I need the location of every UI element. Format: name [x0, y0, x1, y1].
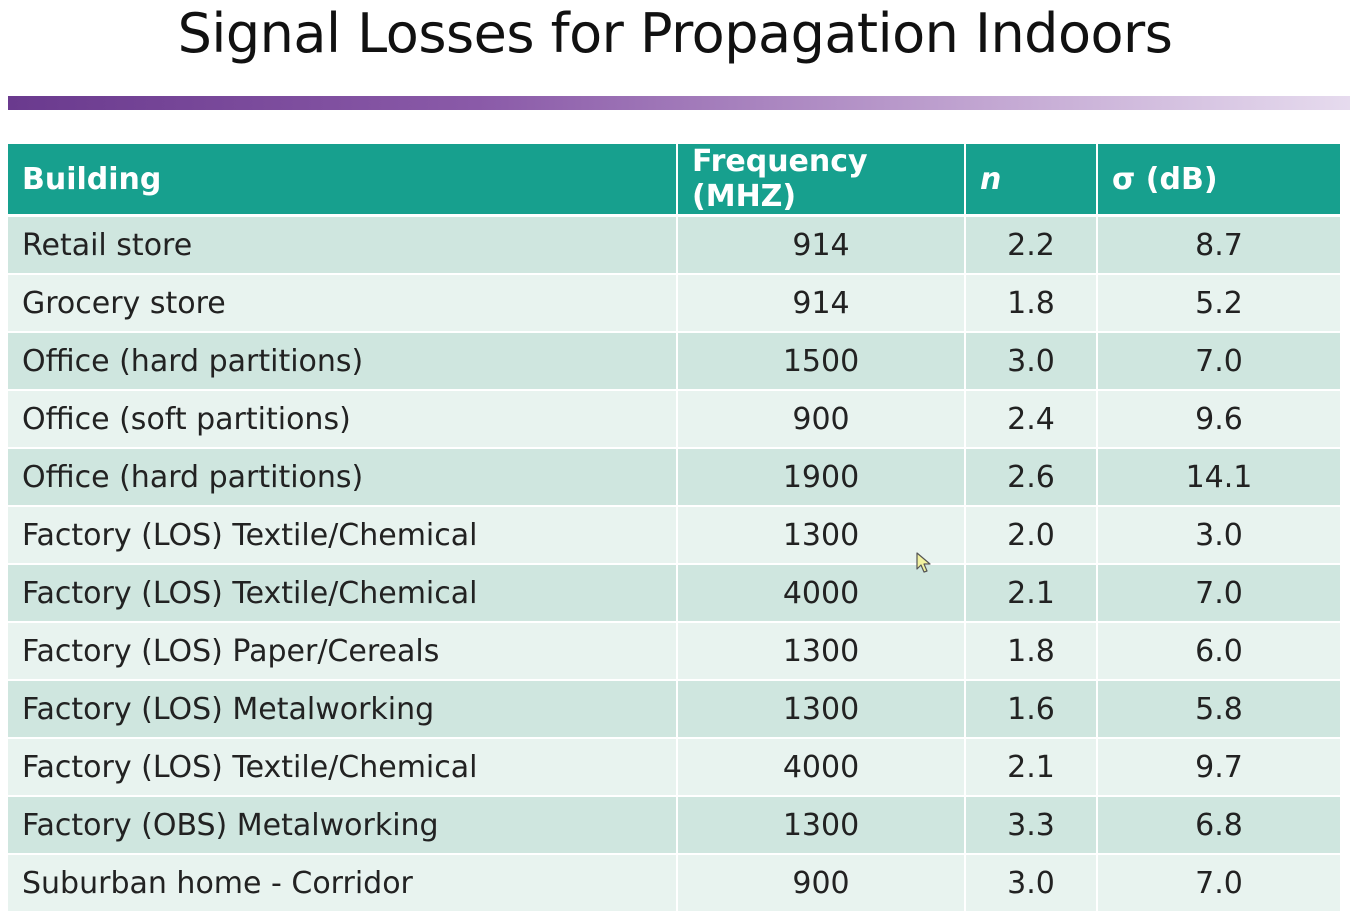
cell-frequency: 1300	[678, 623, 966, 681]
cell-n: 1.8	[966, 623, 1098, 681]
cell-building: Factory (LOS) Textile/Chemical	[8, 565, 678, 623]
table-row: Factory (LOS) Textile/Chemical 4000 2.1 9.7	[8, 739, 1340, 797]
cell-n: 3.3	[966, 797, 1098, 855]
cell-building: Office (hard partitions)	[8, 449, 678, 507]
cell-n: 3.0	[966, 333, 1098, 391]
cell-frequency: 4000	[678, 565, 966, 623]
cell-frequency: 4000	[678, 739, 966, 797]
table-row: Factory (LOS) Paper/Cereals 1300 1.8 6.0	[8, 623, 1340, 681]
table-row: Office (hard partitions) 1900 2.6 14.1	[8, 449, 1340, 507]
cell-building: Factory (OBS) Metalworking	[8, 797, 678, 855]
cell-n: 2.4	[966, 391, 1098, 449]
cell-n: 3.0	[966, 855, 1098, 912]
cell-frequency: 1300	[678, 797, 966, 855]
cell-n: 2.1	[966, 739, 1098, 797]
cell-building: Factory (LOS) Textile/Chemical	[8, 507, 678, 565]
cell-sigma: 7.0	[1098, 565, 1340, 623]
cell-building: Grocery store	[8, 275, 678, 333]
table-row: Grocery store 914 1.8 5.2	[8, 275, 1340, 333]
cell-sigma: 5.2	[1098, 275, 1340, 333]
cell-sigma: 6.0	[1098, 623, 1340, 681]
cell-n: 2.1	[966, 565, 1098, 623]
table-body: Retail store 914 2.2 8.7 Grocery store 914 1.8…	[8, 217, 1340, 912]
cell-sigma: 6.8	[1098, 797, 1340, 855]
cell-frequency: 1900	[678, 449, 966, 507]
table-row: Factory (OBS) Metalworking 1300 3.3 6.8	[8, 797, 1340, 855]
table-row: Office (soft partitions) 900 2.4 9.6	[8, 391, 1340, 449]
cell-frequency: 900	[678, 855, 966, 912]
signal-loss-table: Building Frequency (MHZ) n σ (dB) Retail…	[8, 144, 1340, 912]
mouse-pointer-icon	[916, 552, 931, 573]
cell-sigma: 7.0	[1098, 855, 1340, 912]
cell-n: 2.2	[966, 217, 1098, 275]
cell-frequency: 900	[678, 391, 966, 449]
cell-sigma: 9.7	[1098, 739, 1340, 797]
cell-sigma: 7.0	[1098, 333, 1340, 391]
table-row: Retail store 914 2.2 8.7	[8, 217, 1340, 275]
table-row: Factory (LOS) Textile/Chemical 4000 2.1 7.0	[8, 565, 1340, 623]
table-row: Suburban home - Corridor 900 3.0 7.0	[8, 855, 1340, 912]
cell-building: Factory (LOS) Textile/Chemical	[8, 739, 678, 797]
cell-sigma: 14.1	[1098, 449, 1340, 507]
cell-n: 2.6	[966, 449, 1098, 507]
cell-building: Office (soft partitions)	[8, 391, 678, 449]
cell-frequency: 914	[678, 217, 966, 275]
cell-building: Retail store	[8, 217, 678, 275]
cell-frequency: 1500	[678, 333, 966, 391]
table-row: Factory (LOS) Metalworking 1300 1.6 5.8	[8, 681, 1340, 739]
cell-frequency: 1300	[678, 681, 966, 739]
cell-sigma: 8.7	[1098, 217, 1340, 275]
table-row: Factory (LOS) Textile/Chemical 1300 2.0 3.0	[8, 507, 1340, 565]
cell-sigma: 3.0	[1098, 507, 1340, 565]
slide-title: Signal Losses for Propagation Indoors	[177, 2, 1173, 65]
table-row: Office (hard partitions) 1500 3.0 7.0	[8, 333, 1340, 391]
cell-sigma: 9.6	[1098, 391, 1340, 449]
cell-building: Suburban home - Corridor	[8, 855, 678, 912]
cell-building: Office (hard partitions)	[8, 333, 678, 391]
cell-n: 1.8	[966, 275, 1098, 333]
header-frequency: Frequency (MHZ)	[678, 144, 966, 217]
cell-n: 1.6	[966, 681, 1098, 739]
cell-sigma: 5.8	[1098, 681, 1340, 739]
cell-n: 2.0	[966, 507, 1098, 565]
cell-frequency: 1300	[678, 507, 966, 565]
table-header-row: Building Frequency (MHZ) n σ (dB)	[8, 144, 1340, 217]
cell-building: Factory (LOS) Metalworking	[8, 681, 678, 739]
cell-building: Factory (LOS) Paper/Cereals	[8, 623, 678, 681]
header-n: n	[966, 144, 1098, 217]
header-sigma: σ (dB)	[1098, 144, 1340, 217]
header-building: Building	[8, 144, 678, 217]
cell-frequency: 914	[678, 275, 966, 333]
title-underline-bar	[8, 96, 1350, 110]
